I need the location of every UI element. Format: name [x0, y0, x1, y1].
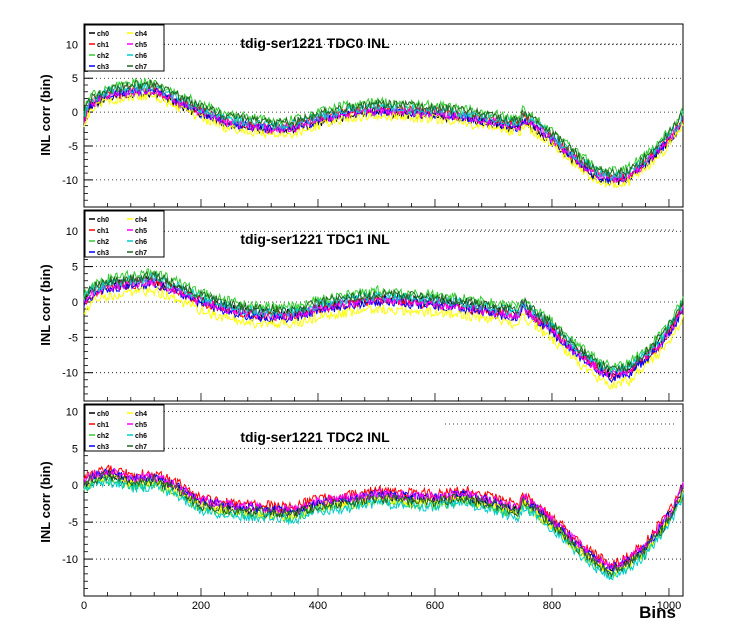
y-tick-label: 5: [72, 443, 78, 455]
panel-tdc0: INL corr (bin) 1050-5-10ch0ch1ch2ch3ch4c…: [38, 23, 684, 208]
legend-label-ch0: ch0: [97, 411, 109, 418]
x-axis-label: Bins: [639, 603, 676, 622]
series-line-ch7: [83, 469, 684, 578]
legend: ch0 ch1 ch2 ch3 ch4 ch5 ch6 ch7: [84, 404, 165, 452]
y-axis-label: INL corr (bin): [38, 461, 53, 542]
panel-tdc1: INL corr (bin) 1050-5-10ch0ch1ch2ch3ch4c…: [38, 209, 684, 402]
y-tick-label: 5: [72, 262, 78, 274]
legend-label-ch7: ch7: [135, 444, 147, 451]
legend: ch0 ch1 ch2 ch3 ch4 ch5 ch6 ch7: [84, 210, 165, 258]
y-tick-label: 0: [72, 297, 78, 309]
y-tick-label: 0: [72, 107, 78, 119]
x-tick-label: 400: [309, 600, 327, 612]
legend-box: [84, 210, 165, 258]
legend-label-ch2: ch2: [97, 53, 109, 60]
x-tick-label: 800: [543, 600, 561, 612]
legend-label-ch4: ch4: [135, 411, 147, 418]
legend-label-ch6: ch6: [135, 239, 147, 246]
legend-label-ch4: ch4: [135, 217, 147, 224]
x-tick-label: 1000: [657, 600, 681, 612]
legend-label-ch3: ch3: [97, 250, 109, 257]
y-tick-label: 10: [66, 406, 78, 418]
y-axis-label: INL corr (bin): [38, 74, 53, 155]
y-tick-label: -10: [62, 175, 78, 187]
legend-label-ch2: ch2: [97, 239, 109, 246]
legend-label-ch5: ch5: [135, 228, 147, 235]
series-line-ch1: [83, 277, 684, 381]
y-tick-label: -5: [68, 332, 78, 344]
y-tick-label: -5: [68, 517, 78, 529]
panel-tdc2: INL corr (bin) Bins 10 5 0 -5 -10 0 200 400 600 8…: [38, 403, 684, 622]
legend-label-ch6: ch6: [135, 433, 147, 440]
panel-title: tdig-ser1221 TDC1 INL: [240, 231, 390, 247]
x-tick-label: 600: [426, 600, 444, 612]
legend: ch0 ch1 ch2 ch3 ch4 ch5 ch6 ch7: [84, 24, 165, 72]
legend-label-ch6: ch6: [135, 53, 147, 60]
panel-title: tdig-ser1221 TDC2 INL: [240, 429, 390, 445]
series-line-ch6: [83, 476, 684, 581]
series-line-ch7: [83, 270, 684, 373]
y-tick-label: -10: [62, 368, 78, 380]
legend-label-ch2: ch2: [97, 433, 109, 440]
legend-label-ch5: ch5: [135, 42, 147, 49]
y-axis-label: INL corr (bin): [38, 264, 53, 345]
series-line-ch4: [83, 91, 684, 189]
series-line-ch4: [83, 285, 684, 390]
y-tick-label: 0: [72, 480, 78, 492]
y-tick-label: -10: [62, 554, 78, 566]
series-line-ch7: [83, 79, 684, 178]
legend-label-ch5: ch5: [135, 422, 147, 429]
x-tick-label: 200: [192, 600, 210, 612]
y-tick-label: 5: [72, 73, 78, 85]
legend-label-ch0: ch0: [97, 31, 109, 38]
legend-box: [84, 404, 165, 452]
legend-box: [84, 24, 165, 72]
legend-label-ch7: ch7: [135, 250, 147, 257]
series-line-ch3: [83, 85, 684, 184]
legend-label-ch1: ch1: [97, 228, 109, 235]
series-line-ch0: [83, 274, 684, 378]
legend-label-ch1: ch1: [97, 42, 109, 49]
legend-label-ch3: ch3: [97, 64, 109, 71]
y-tick-label: 10: [66, 226, 78, 238]
series-line-ch2: [83, 268, 684, 373]
legend-label-ch3: ch3: [97, 444, 109, 451]
legend-label-ch1: ch1: [97, 422, 109, 429]
y-tick-label: 10: [66, 39, 78, 51]
x-tick-label: 0: [81, 600, 87, 612]
legend-label-ch7: ch7: [135, 64, 147, 71]
legend-label-ch4: ch4: [135, 31, 147, 38]
y-tick-label: -5: [68, 141, 78, 153]
panel-title: tdig-ser1221 TDC0 INL: [240, 35, 390, 51]
legend-label-ch0: ch0: [97, 217, 109, 224]
